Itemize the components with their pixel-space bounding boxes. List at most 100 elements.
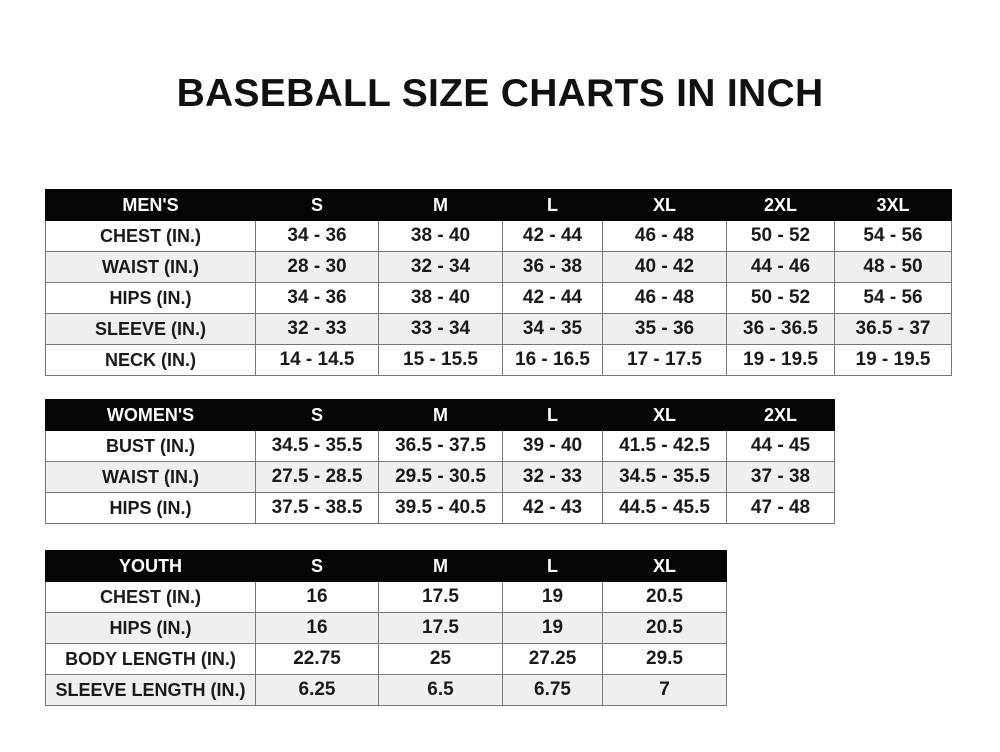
measurement-cell: 7 bbox=[602, 674, 727, 706]
size-header: S bbox=[255, 399, 379, 431]
measurement-cell: 34 - 36 bbox=[255, 282, 379, 314]
measurement-cell: 19 - 19.5 bbox=[834, 344, 952, 376]
measurement-cell: 42 - 44 bbox=[502, 282, 603, 314]
measurement-cell: 14 - 14.5 bbox=[255, 344, 379, 376]
measurement-label: HIPS (IN.) bbox=[45, 282, 256, 314]
header-row: WOMEN'S S M L XL 2XL bbox=[45, 399, 835, 431]
size-header: S bbox=[255, 189, 379, 221]
measurement-cell: 34 - 36 bbox=[255, 220, 379, 252]
measurement-cell: 54 - 56 bbox=[834, 282, 952, 314]
table-row: SLEEVE LENGTH (IN.) 6.25 6.5 6.75 7 bbox=[45, 674, 727, 706]
size-header: M bbox=[378, 550, 503, 582]
measurement-label: SLEEVE LENGTH (IN.) bbox=[45, 674, 256, 706]
table-row: CHEST (IN.) 16 17.5 19 20.5 bbox=[45, 581, 727, 613]
measurement-cell: 15 - 15.5 bbox=[378, 344, 503, 376]
measurement-cell: 28 - 30 bbox=[255, 251, 379, 283]
measurement-cell: 50 - 52 bbox=[726, 220, 835, 252]
measurement-cell: 34 - 35 bbox=[502, 313, 603, 345]
table-row: BUST (IN.) 34.5 - 35.5 36.5 - 37.5 39 - 40 4… bbox=[45, 430, 835, 462]
size-header: XL bbox=[602, 189, 727, 221]
measurement-label: BUST (IN.) bbox=[45, 430, 256, 462]
measurement-cell: 16 bbox=[255, 581, 379, 613]
table-row: SLEEVE (IN.) 32 - 33 33 - 34 34 - 35 35 - 36… bbox=[45, 313, 952, 345]
measurement-cell: 36 - 36.5 bbox=[726, 313, 835, 345]
measurement-cell: 19 - 19.5 bbox=[726, 344, 835, 376]
size-header: S bbox=[255, 550, 379, 582]
measurement-cell: 27.5 - 28.5 bbox=[255, 461, 379, 493]
page-title: BASEBALL SIZE CHARTS IN INCH bbox=[176, 72, 824, 115]
measurement-cell: 38 - 40 bbox=[378, 282, 503, 314]
measurement-cell: 6.5 bbox=[378, 674, 503, 706]
measurement-cell: 22.75 bbox=[255, 643, 379, 675]
size-header: M bbox=[378, 399, 503, 431]
measurement-label: NECK (IN.) bbox=[45, 344, 256, 376]
size-header: 3XL bbox=[834, 189, 952, 221]
measurement-cell: 44 - 45 bbox=[726, 430, 835, 462]
measurement-cell: 50 - 52 bbox=[726, 282, 835, 314]
header-row: YOUTH S M L XL bbox=[45, 550, 727, 582]
measurement-cell: 54 - 56 bbox=[834, 220, 952, 252]
measurement-cell: 17 - 17.5 bbox=[602, 344, 727, 376]
measurement-cell: 20.5 bbox=[602, 612, 727, 644]
measurement-cell: 40 - 42 bbox=[602, 251, 727, 283]
category-header: WOMEN'S bbox=[45, 399, 256, 431]
size-header: XL bbox=[602, 550, 727, 582]
measurement-cell: 46 - 48 bbox=[602, 282, 727, 314]
size-header: L bbox=[502, 399, 603, 431]
measurement-cell: 37.5 - 38.5 bbox=[255, 492, 379, 524]
measurement-cell: 29.5 bbox=[602, 643, 727, 675]
measurement-cell: 34.5 - 35.5 bbox=[602, 461, 727, 493]
measurement-cell: 32 - 33 bbox=[255, 313, 379, 345]
table-row: HIPS (IN.) 34 - 36 38 - 40 42 - 44 46 - 48 50… bbox=[45, 282, 952, 314]
category-header: MEN'S bbox=[45, 189, 256, 221]
measurement-cell: 19 bbox=[502, 612, 603, 644]
measurement-cell: 29.5 - 30.5 bbox=[378, 461, 503, 493]
measurement-cell: 16 bbox=[255, 612, 379, 644]
size-header: 2XL bbox=[726, 189, 835, 221]
measurement-cell: 16 - 16.5 bbox=[502, 344, 603, 376]
table-row: HIPS (IN.) 37.5 - 38.5 39.5 - 40.5 42 - 43 4… bbox=[45, 492, 835, 524]
measurement-label: SLEEVE (IN.) bbox=[45, 313, 256, 345]
size-header: L bbox=[502, 189, 603, 221]
table-row: WAIST (IN.) 27.5 - 28.5 29.5 - 30.5 32 - 33… bbox=[45, 461, 835, 493]
measurement-cell: 33 - 34 bbox=[378, 313, 503, 345]
measurement-cell: 39 - 40 bbox=[502, 430, 603, 462]
header-row: MEN'S S M L XL 2XL 3XL bbox=[45, 189, 952, 221]
measurement-cell: 47 - 48 bbox=[726, 492, 835, 524]
size-header: 2XL bbox=[726, 399, 835, 431]
measurement-label: BODY LENGTH (IN.) bbox=[45, 643, 256, 675]
measurement-label: CHEST (IN.) bbox=[45, 220, 256, 252]
measurement-cell: 36.5 - 37 bbox=[834, 313, 952, 345]
measurement-cell: 6.75 bbox=[502, 674, 603, 706]
size-header: XL bbox=[602, 399, 727, 431]
measurement-cell: 19 bbox=[502, 581, 603, 613]
measurement-cell: 32 - 34 bbox=[378, 251, 503, 283]
measurement-cell: 41.5 - 42.5 bbox=[602, 430, 727, 462]
measurement-label: WAIST (IN.) bbox=[45, 251, 256, 283]
measurement-cell: 32 - 33 bbox=[502, 461, 603, 493]
measurement-cell: 27.25 bbox=[502, 643, 603, 675]
measurement-cell: 42 - 43 bbox=[502, 492, 603, 524]
measurement-cell: 44 - 46 bbox=[726, 251, 835, 283]
size-header: M bbox=[378, 189, 503, 221]
table-row: BODY LENGTH (IN.) 22.75 25 27.25 29.5 bbox=[45, 643, 727, 675]
measurement-cell: 25 bbox=[378, 643, 503, 675]
measurement-cell: 39.5 - 40.5 bbox=[378, 492, 503, 524]
youth-size-table: YOUTH S M L XL CHEST (IN.) 16 17.5 19 20.5 HIPS (I… bbox=[45, 550, 727, 706]
table-row: CHEST (IN.) 34 - 36 38 - 40 42 - 44 46 - 48 5… bbox=[45, 220, 952, 252]
measurement-cell: 35 - 36 bbox=[602, 313, 727, 345]
measurement-cell: 17.5 bbox=[378, 581, 503, 613]
measurement-label: HIPS (IN.) bbox=[45, 612, 256, 644]
measurement-label: WAIST (IN.) bbox=[45, 461, 256, 493]
size-header: L bbox=[502, 550, 603, 582]
womens-size-table: WOMEN'S S M L XL 2XL BUST (IN.) 34.5 - 35.5 36.5… bbox=[45, 399, 835, 524]
measurement-label: CHEST (IN.) bbox=[45, 581, 256, 613]
measurement-cell: 36.5 - 37.5 bbox=[378, 430, 503, 462]
measurement-cell: 34.5 - 35.5 bbox=[255, 430, 379, 462]
mens-size-table: MEN'S S M L XL 2XL 3XL CHEST (IN.) 34 - 36 38 - 4… bbox=[45, 189, 952, 376]
measurement-cell: 42 - 44 bbox=[502, 220, 603, 252]
measurement-cell: 20.5 bbox=[602, 581, 727, 613]
measurement-cell: 38 - 40 bbox=[378, 220, 503, 252]
measurement-cell: 36 - 38 bbox=[502, 251, 603, 283]
measurement-cell: 17.5 bbox=[378, 612, 503, 644]
